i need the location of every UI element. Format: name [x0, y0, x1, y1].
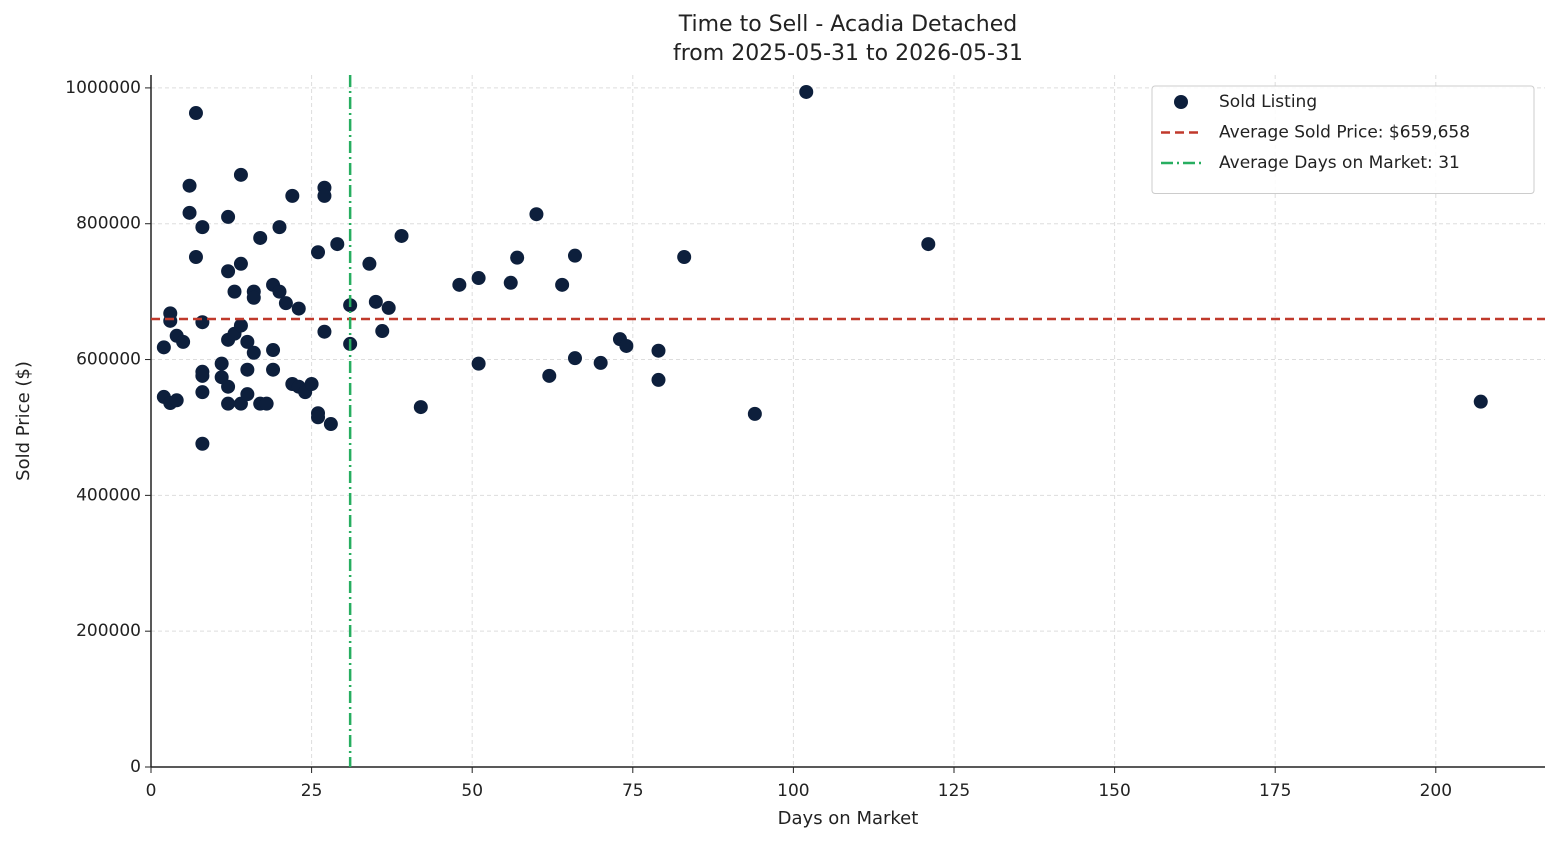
x-tick-label: 0	[146, 781, 157, 801]
point	[233, 167, 248, 182]
point	[542, 368, 557, 383]
point	[240, 334, 255, 349]
legend-box	[1151, 85, 1535, 194]
point	[253, 230, 268, 245]
legend-label: Average Days on Market: 31	[1219, 153, 1460, 173]
point	[195, 315, 210, 330]
point	[259, 396, 274, 411]
point	[381, 300, 396, 315]
point	[651, 343, 666, 358]
point	[266, 362, 281, 377]
point	[677, 249, 692, 264]
legend-label: Average Sold Price: $659,658	[1219, 123, 1470, 143]
x-tick-label: 75	[622, 781, 644, 801]
point	[368, 294, 383, 309]
point	[221, 209, 236, 224]
point	[221, 396, 236, 411]
point	[246, 345, 261, 360]
point	[278, 296, 293, 311]
point	[510, 250, 525, 265]
point	[195, 385, 210, 400]
point	[471, 356, 486, 371]
point	[272, 284, 287, 299]
point	[394, 228, 409, 243]
point	[330, 237, 345, 252]
point	[413, 400, 428, 415]
y-tick-label: 1000000	[65, 78, 141, 98]
point	[747, 406, 762, 421]
point	[304, 376, 319, 391]
point	[214, 356, 229, 371]
point	[233, 318, 248, 333]
point	[311, 245, 326, 260]
point	[272, 220, 287, 235]
x-tick-label: 125	[938, 781, 970, 801]
point	[555, 277, 570, 292]
x-tick-label: 150	[1098, 781, 1130, 801]
point	[240, 387, 255, 402]
point	[188, 249, 203, 264]
point	[567, 248, 582, 263]
point	[195, 436, 210, 451]
point	[921, 237, 936, 252]
point	[227, 284, 242, 299]
point	[323, 417, 338, 432]
point	[311, 410, 326, 425]
chart-subtitle: from 2025-05-31 to 2026-05-31	[673, 41, 1023, 66]
y-tick-label: 0	[130, 757, 141, 777]
y-tick-label: 600000	[76, 350, 141, 370]
y-axis-label: Sold Price ($)	[13, 361, 34, 481]
x-axis-label: Days on Market	[778, 808, 919, 829]
x-tick-label: 25	[301, 781, 323, 801]
point	[221, 264, 236, 279]
x-tick-label: 50	[461, 781, 483, 801]
point	[799, 84, 814, 99]
y-tick-label: 800000	[76, 214, 141, 234]
point	[169, 393, 184, 408]
chart-title: Time to Sell - Acadia Detached	[678, 12, 1017, 37]
x-tick-label: 175	[1259, 781, 1291, 801]
point	[1473, 394, 1488, 409]
point	[452, 277, 467, 292]
point	[221, 379, 236, 394]
point	[503, 275, 518, 290]
point	[195, 368, 210, 383]
point	[188, 106, 203, 121]
point	[182, 205, 197, 220]
point	[240, 362, 255, 377]
point	[163, 313, 178, 328]
point	[246, 290, 261, 305]
x-tick-label: 100	[777, 781, 809, 801]
point	[266, 343, 281, 358]
legend-label: Sold Listing	[1219, 92, 1317, 112]
point	[619, 338, 634, 353]
point	[375, 324, 390, 339]
y-tick-label: 200000	[76, 621, 141, 641]
point	[233, 256, 248, 271]
point	[176, 334, 191, 349]
legend-marker	[1174, 95, 1188, 109]
point	[317, 324, 332, 339]
point	[567, 351, 582, 366]
x-tick-label: 200	[1420, 781, 1452, 801]
point	[195, 220, 210, 235]
point	[156, 340, 171, 355]
point	[285, 188, 300, 203]
point	[317, 188, 332, 203]
y-tick-label: 400000	[76, 485, 141, 505]
legend: Sold Listing Average Sold Price: $659,658…	[1151, 85, 1535, 194]
point	[182, 178, 197, 193]
point	[593, 355, 608, 370]
point	[471, 271, 486, 286]
point	[529, 207, 544, 222]
point	[651, 372, 666, 387]
point	[362, 256, 377, 271]
point	[291, 301, 306, 316]
